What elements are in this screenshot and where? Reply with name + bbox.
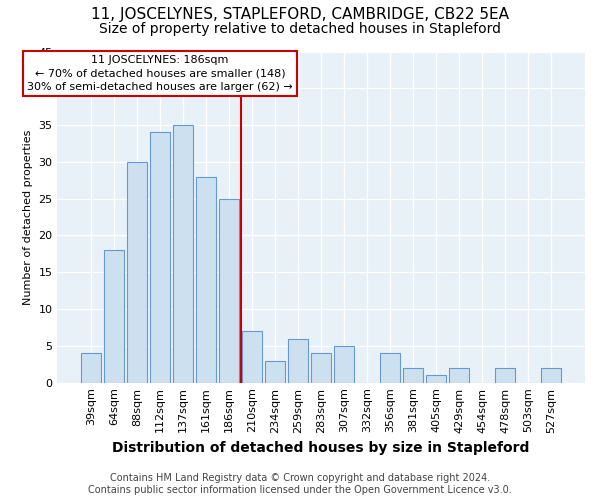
Bar [427,376,446,382]
Bar [196,176,216,382]
Bar [265,360,285,382]
Bar [242,331,262,382]
Bar [311,353,331,382]
Text: 11, JOSCELYNES, STAPLEFORD, CAMBRIDGE, CB22 5EA: 11, JOSCELYNES, STAPLEFORD, CAMBRIDGE, C… [91,8,509,22]
Bar [81,353,101,382]
Bar [151,132,170,382]
Bar [220,198,239,382]
Bar [449,368,469,382]
Bar [380,353,400,382]
Bar [289,338,308,382]
Bar [127,162,147,382]
X-axis label: Distribution of detached houses by size in Stapleford: Distribution of detached houses by size … [112,441,530,455]
Bar [541,368,561,382]
Bar [496,368,515,382]
Text: 11 JOSCELYNES: 186sqm
← 70% of detached houses are smaller (148)
30% of semi-det: 11 JOSCELYNES: 186sqm ← 70% of detached … [27,55,293,92]
Bar [104,250,124,382]
Y-axis label: Number of detached properties: Number of detached properties [23,130,33,305]
Text: Contains HM Land Registry data © Crown copyright and database right 2024.
Contai: Contains HM Land Registry data © Crown c… [88,474,512,495]
Bar [173,125,193,382]
Bar [334,346,354,383]
Bar [403,368,423,382]
Text: Size of property relative to detached houses in Stapleford: Size of property relative to detached ho… [99,22,501,36]
